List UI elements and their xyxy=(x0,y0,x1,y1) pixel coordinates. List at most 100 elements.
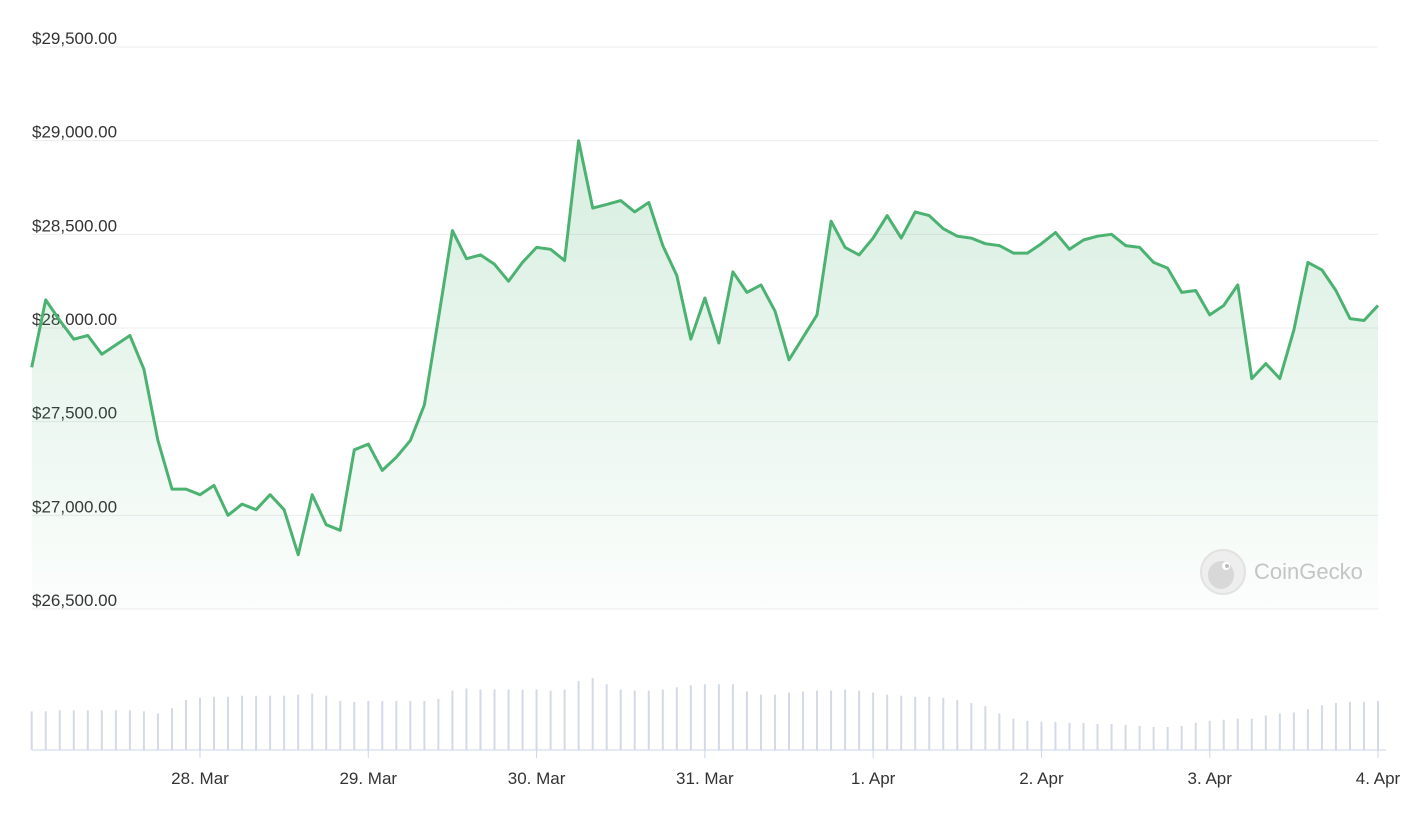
volume-bar xyxy=(1362,702,1365,750)
volume-bar xyxy=(1096,723,1099,750)
area xyxy=(31,140,1379,609)
x-tick-label: 2. Apr xyxy=(1019,769,1064,788)
volume-bar xyxy=(479,689,482,750)
volume-bar xyxy=(816,690,819,750)
volume-bar xyxy=(409,700,412,750)
volume-bar xyxy=(1278,713,1281,750)
volume-bar xyxy=(142,711,145,750)
volume-bar xyxy=(1306,709,1309,750)
price-line xyxy=(30,139,1380,557)
volume-bar xyxy=(577,681,580,750)
volume-bar xyxy=(170,708,173,750)
volume-bar xyxy=(30,711,33,750)
volume-bar xyxy=(100,710,103,750)
volume-bar xyxy=(689,685,692,750)
volume-bar xyxy=(984,706,987,750)
volume-bar xyxy=(731,684,734,750)
volume-bar xyxy=(591,678,594,750)
volume-bar xyxy=(830,690,833,750)
volume-bar xyxy=(128,710,131,750)
volume-bar xyxy=(283,695,286,750)
volume-bar xyxy=(998,713,1001,750)
volume-bar xyxy=(213,696,216,750)
volume-bar xyxy=(858,690,861,750)
volume-bar xyxy=(1124,724,1127,750)
volume-bar xyxy=(872,692,875,750)
volume-bar xyxy=(970,703,973,750)
volume-bar xyxy=(339,700,342,750)
volume-bar xyxy=(1292,712,1295,750)
volume-bar xyxy=(255,695,258,750)
logo xyxy=(1200,549,1246,595)
volume-bar xyxy=(661,689,664,750)
volume-bar xyxy=(1348,702,1351,750)
volume-bar xyxy=(184,699,187,750)
volume-bar xyxy=(521,689,524,750)
volume-bar xyxy=(44,711,47,750)
y-tick-label: $28,500.00 xyxy=(32,216,117,235)
volume-bar xyxy=(717,684,720,750)
volume-bar xyxy=(928,696,931,750)
volume-bar xyxy=(381,700,384,750)
volume-bar xyxy=(675,687,678,750)
volume-bar xyxy=(1166,727,1169,750)
volume-bar xyxy=(605,684,608,750)
volume-bar xyxy=(1026,720,1029,750)
x-tick-label: 30. Mar xyxy=(508,769,566,788)
volume-bar xyxy=(759,694,762,750)
volume-bar xyxy=(745,691,748,750)
volume-bar xyxy=(1012,718,1015,750)
plot: $26,500.00$27,000.00$27,500.00$28,000.00… xyxy=(30,29,1401,788)
volume-bar xyxy=(942,697,945,750)
volume-bar xyxy=(367,700,370,750)
watermark: CoinGecko xyxy=(1254,559,1363,584)
volume-bar xyxy=(1236,718,1239,750)
y-tick-label: $29,000.00 xyxy=(32,123,117,142)
volume-bar xyxy=(1222,719,1225,750)
volume-bar xyxy=(156,713,159,750)
volume-bar xyxy=(773,694,776,750)
volume-bar xyxy=(465,688,468,750)
volume-bar xyxy=(1180,726,1183,750)
volume-bar xyxy=(1082,722,1085,750)
x-tick-label: 3. Apr xyxy=(1188,769,1233,788)
x-tick-label: 4. Apr xyxy=(1356,769,1401,788)
volume-bar xyxy=(1264,715,1267,750)
volume-bar xyxy=(956,699,959,750)
x-tick-label: 31. Mar xyxy=(676,769,734,788)
volume-bar xyxy=(72,710,75,750)
volume-bar xyxy=(703,684,706,750)
volume-bar xyxy=(1040,721,1043,750)
volume-bar xyxy=(549,690,552,750)
volume-bar xyxy=(1334,703,1337,750)
volume-bar xyxy=(269,695,272,750)
volume-bar xyxy=(1110,723,1113,750)
volume-bar xyxy=(619,689,622,750)
volume-bar xyxy=(114,710,117,750)
volume-bar xyxy=(241,695,244,750)
volume-bar xyxy=(886,694,889,750)
x-tick-label: 1. Apr xyxy=(851,769,896,788)
volume-bar xyxy=(1152,727,1155,750)
volume-bar xyxy=(493,689,496,750)
volume-bar xyxy=(297,694,300,750)
volume-bar xyxy=(86,710,89,750)
volume-bar xyxy=(227,696,230,750)
volume-bar xyxy=(507,689,510,750)
x-tick-label: 29. Mar xyxy=(339,769,397,788)
volume-bar xyxy=(451,690,454,750)
volume-bar xyxy=(1377,700,1379,750)
volume-bar xyxy=(647,690,650,750)
x-tick-label: 28. Mar xyxy=(171,769,229,788)
volume-bar xyxy=(437,698,440,750)
volume-bar xyxy=(1250,718,1253,750)
volume-bar xyxy=(914,696,917,750)
volume-bar xyxy=(199,697,201,750)
volume-bar xyxy=(1208,720,1211,750)
volume-bar xyxy=(563,689,566,750)
volume-bar xyxy=(844,689,847,750)
volume-bar xyxy=(423,700,426,750)
volume-bar xyxy=(395,700,398,750)
